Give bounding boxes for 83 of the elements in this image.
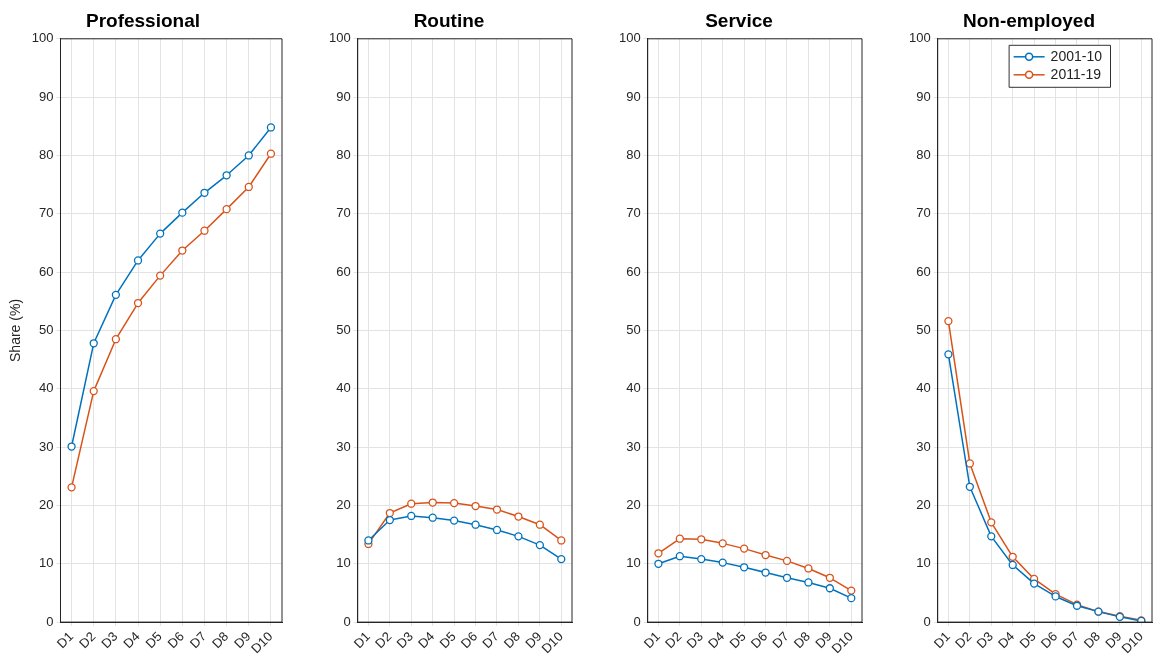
y-tick-label: 50 bbox=[626, 322, 641, 338]
y-tick-label: 80 bbox=[626, 147, 641, 163]
x-tick-label: D4 bbox=[120, 628, 143, 652]
y-tick-label: 20 bbox=[916, 497, 931, 513]
y-tick-label: 10 bbox=[916, 555, 931, 571]
y-axis-title: Share (%) bbox=[7, 298, 24, 362]
y-tick-label: 80 bbox=[336, 147, 351, 163]
y-tick-label: 70 bbox=[336, 205, 351, 221]
x-tick-label: D5 bbox=[726, 628, 749, 652]
y-tick-label: 0 bbox=[343, 613, 351, 629]
y-tick-label: 50 bbox=[916, 322, 931, 338]
x-tick-label: D7 bbox=[1059, 628, 1082, 652]
x-tick-label: D4 bbox=[994, 628, 1018, 652]
y-tick-label: 30 bbox=[626, 438, 641, 454]
y-tick-label: 40 bbox=[916, 380, 931, 396]
y-tick-label: 20 bbox=[39, 497, 54, 513]
legend-label: 2001-10 bbox=[1050, 47, 1103, 64]
x-tick-label: D7 bbox=[186, 628, 210, 652]
y-tick-label: 20 bbox=[336, 497, 351, 513]
y-tick-label: 30 bbox=[336, 438, 351, 454]
chart-title: Non-employed bbox=[963, 9, 1095, 31]
x-tick-label: D1 bbox=[640, 628, 664, 652]
x-tick-label: D4 bbox=[414, 628, 438, 652]
x-tick-label: D6 bbox=[747, 628, 771, 652]
x-tick-label: D2 bbox=[372, 628, 395, 652]
x-tick-label: D3 bbox=[683, 628, 706, 652]
x-tick-label: D8 bbox=[208, 628, 232, 652]
x-tick-label: D1 bbox=[53, 628, 77, 652]
x-tick-label: D6 bbox=[164, 628, 187, 652]
y-tick-label: 0 bbox=[46, 613, 54, 629]
y-tick-label: 40 bbox=[626, 380, 641, 396]
y-tick-label: 60 bbox=[336, 263, 351, 279]
y-tick-label: 90 bbox=[916, 88, 931, 104]
y-tick-label: 60 bbox=[39, 263, 54, 279]
x-tick-label: D2 bbox=[76, 628, 99, 652]
x-tick-label: D8 bbox=[1080, 628, 1104, 652]
x-tick-label: D5 bbox=[142, 628, 165, 652]
x-tick-label: D6 bbox=[457, 628, 481, 652]
y-tick-label: 10 bbox=[39, 555, 54, 571]
y-tick-label: 40 bbox=[39, 380, 54, 396]
chart-title: Professional bbox=[85, 9, 201, 31]
x-tick-label: D3 bbox=[98, 628, 121, 652]
y-tick-label: 60 bbox=[626, 263, 641, 279]
y-tick-label: 100 bbox=[31, 30, 54, 46]
y-tick-label: 80 bbox=[916, 147, 931, 163]
y-tick-label: 0 bbox=[633, 613, 641, 629]
x-tick-label: D3 bbox=[393, 628, 416, 652]
x-tick-label: D5 bbox=[436, 628, 459, 652]
chart-title: Routine bbox=[413, 9, 485, 31]
y-tick-label: 70 bbox=[916, 205, 931, 221]
y-tick-label: 100 bbox=[908, 30, 931, 46]
y-tick-label: 80 bbox=[39, 147, 54, 163]
legend-label: 2011-19 bbox=[1050, 65, 1102, 82]
y-tick-label: 30 bbox=[916, 438, 931, 454]
x-tick-label: D8 bbox=[790, 628, 814, 652]
x-tick-label: D7 bbox=[479, 628, 502, 652]
x-tick-label: D6 bbox=[1037, 628, 1061, 652]
y-tick-label: 50 bbox=[39, 322, 54, 338]
y-tick-label: 100 bbox=[618, 30, 641, 46]
x-tick-label: D7 bbox=[769, 628, 792, 652]
x-tick-label: D1 bbox=[350, 628, 374, 652]
x-tick-label: D2 bbox=[662, 628, 685, 652]
y-tick-label: 60 bbox=[916, 263, 931, 279]
y-tick-label: 90 bbox=[336, 88, 351, 104]
y-tick-label: 10 bbox=[336, 555, 351, 571]
x-tick-label: D4 bbox=[704, 628, 728, 652]
x-tick-label: D3 bbox=[973, 628, 996, 652]
y-tick-label: 70 bbox=[626, 205, 641, 221]
x-tick-label: D1 bbox=[930, 628, 954, 652]
y-tick-label: 90 bbox=[39, 88, 54, 104]
x-tick-label: D2 bbox=[952, 628, 975, 652]
y-tick-label: 50 bbox=[336, 322, 351, 338]
x-tick-label: D8 bbox=[500, 628, 524, 652]
y-tick-label: 30 bbox=[39, 438, 54, 454]
chart-title: Service bbox=[705, 9, 773, 31]
y-tick-label: 10 bbox=[626, 555, 641, 571]
y-tick-label: 0 bbox=[923, 613, 931, 629]
y-tick-label: 100 bbox=[328, 30, 351, 46]
x-tick-label: D5 bbox=[1016, 628, 1039, 652]
y-tick-label: 40 bbox=[336, 380, 351, 396]
y-tick-label: 20 bbox=[626, 497, 641, 513]
y-tick-label: 70 bbox=[39, 205, 54, 221]
y-tick-label: 90 bbox=[626, 88, 641, 104]
